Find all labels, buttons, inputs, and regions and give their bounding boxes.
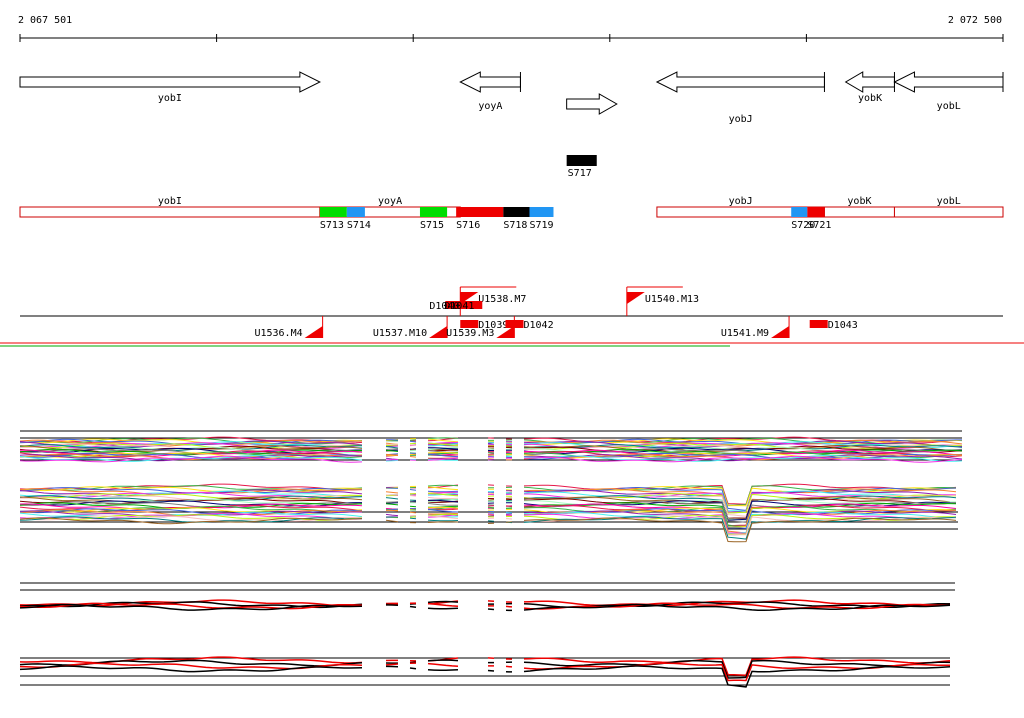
terminator-box	[505, 320, 524, 328]
expression-profile-line	[19, 437, 963, 445]
segment-block	[419, 207, 448, 217]
terminator-label: D1039	[478, 320, 508, 331]
segment-band-track[interactable]: yobI yoyA yobJ yobK yobL S713 S714 S715 S716 S718…	[19, 196, 1004, 231]
band-label: yobK	[847, 196, 871, 207]
expression-profile-line	[19, 442, 963, 450]
expression-profile-line	[19, 453, 963, 461]
terminator-label: D1043	[828, 320, 858, 331]
expression-profile-line	[19, 492, 956, 514]
gene-label: yobI	[158, 93, 182, 104]
gene-label: yobK	[858, 93, 882, 104]
band-outline	[19, 206, 321, 218]
gene-arrow	[655, 71, 825, 93]
promoter-label: U1538.M7	[478, 294, 526, 305]
segment-label: S715	[420, 220, 444, 231]
band-outline	[823, 206, 895, 218]
expression-profile-line	[19, 508, 957, 529]
expression-profile-line	[19, 451, 963, 459]
promoter-track[interactable]: U1538.M7 U1540.M13 U1536.M4 U1537.M10 U1539.…	[0, 286, 1024, 347]
expression-profile-line	[19, 513, 957, 535]
black-feature-box	[566, 155, 597, 166]
segment-block	[456, 207, 504, 217]
gene-label: yobJ	[729, 114, 753, 125]
terminator-label: D1042	[524, 320, 554, 331]
band-label: yobJ	[729, 196, 753, 207]
gene-arrow	[566, 93, 618, 115]
gene-track[interactable]: yobI yoyA yobJ yobK yobL	[19, 71, 1004, 125]
segment-label: S719	[529, 220, 553, 231]
coordinate-ruler: 2 067 501 2 072 500	[18, 15, 1004, 42]
terminator-label: D1040	[429, 301, 459, 312]
expression-profile-line	[19, 662, 951, 682]
terminator-box	[460, 320, 479, 328]
gene-arrow	[844, 71, 895, 93]
expression-profile-line	[19, 665, 951, 688]
terminator-box	[460, 301, 483, 309]
promoter-label: U1537.M10	[373, 328, 427, 339]
promoter-flag	[304, 326, 323, 338]
ruler-end-label: 2 072 500	[948, 15, 1002, 26]
segment-block	[791, 207, 808, 217]
segment-label: S714	[347, 220, 371, 231]
segment-label: S713	[320, 220, 344, 231]
expression-profile-line	[19, 656, 951, 676]
promoter-label: U1540.M13	[645, 294, 699, 305]
band-label: yobL	[937, 196, 961, 207]
band-outline	[893, 206, 1004, 218]
promoter-label: U1536.M4	[254, 328, 302, 339]
gene-arrow	[19, 71, 321, 93]
segment-block	[319, 207, 347, 217]
band-label: yobI	[158, 196, 182, 207]
promoter-flag	[496, 326, 515, 338]
expression-profile-line	[19, 499, 957, 521]
segment-block	[346, 207, 365, 217]
segment-block	[529, 207, 554, 217]
segment-label: S720	[791, 220, 815, 231]
promoter-label: U1541.M9	[721, 328, 769, 339]
band-label: yoyA	[378, 196, 402, 207]
gene-arrow	[893, 71, 1004, 93]
expression-profile-line	[19, 501, 957, 523]
expression-profile-tracks	[19, 430, 963, 688]
terminator-box	[809, 320, 828, 328]
segment-block	[503, 207, 530, 217]
segment-label: S721	[807, 220, 831, 231]
promoter-flag	[429, 326, 448, 338]
expression-profile-line	[19, 659, 951, 679]
black-feature-label: S717	[568, 168, 592, 179]
promoter-label: U1539.M3	[446, 328, 494, 339]
black-feature-track[interactable]: S717	[566, 155, 597, 179]
segment-label: S718	[503, 220, 527, 231]
segment-label: S716	[456, 220, 480, 231]
expression-profile-line	[19, 517, 957, 543]
terminator-box	[445, 301, 468, 309]
promoter-flag	[626, 292, 645, 304]
expression-profile-line	[19, 455, 963, 463]
gene-arrow	[459, 71, 521, 93]
ruler-start-label: 2 067 501	[18, 15, 72, 26]
terminator-label: D1041	[444, 301, 474, 312]
gene-label: yobL	[937, 101, 961, 112]
promoter-flag	[771, 326, 790, 338]
expression-profile-line	[19, 603, 951, 612]
gene-label: yoyA	[478, 101, 502, 112]
segment-block	[807, 207, 825, 217]
